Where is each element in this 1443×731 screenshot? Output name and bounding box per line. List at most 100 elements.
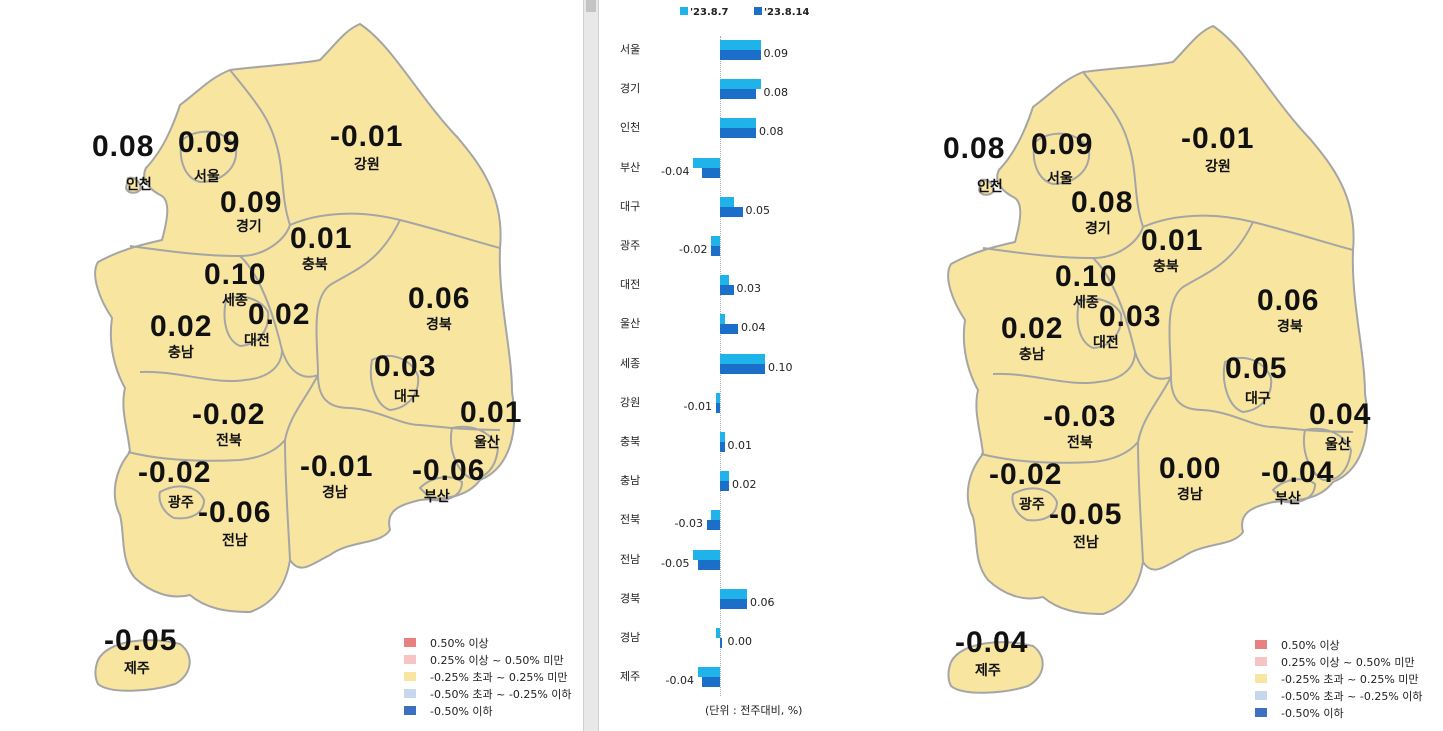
label-daegu: 대구	[394, 389, 420, 405]
legend-item: 0.50% 이상	[1255, 636, 1423, 653]
border-gyeonggi-south	[982, 226, 1144, 260]
label-ulsan: 울산	[474, 435, 500, 451]
label-gangwon: 강원	[1205, 159, 1231, 175]
bar-chart-panel: '23.8.7 '23.8.14 서울 0.09 경기 0.08 인천 0.08 부산 -0.…	[599, 0, 853, 731]
bar-curr-week	[706, 520, 720, 531]
category-label: 경남	[620, 631, 641, 644]
category-label: 충북	[620, 435, 641, 448]
value-daejeon: 0.02	[248, 298, 311, 331]
legend-item: -0.25% 초과 ~ 0.25% 미만	[1255, 670, 1423, 687]
category-label: 대전	[620, 278, 641, 292]
label-chungbuk: 충북	[302, 257, 328, 273]
label-incheon: 인천	[977, 179, 1003, 195]
value-label: -0.04	[665, 674, 694, 688]
bar-prev-week	[720, 432, 725, 442]
label-jeonbuk: 전북	[1067, 435, 1093, 451]
bar-curr-week	[720, 206, 743, 217]
category-label: 광주	[620, 239, 641, 252]
label-jeonnam: 전남	[1073, 535, 1099, 551]
bar-prev-week	[720, 79, 761, 90]
value-label: 0.06	[750, 595, 775, 609]
chart-legend-prev: '23.8.7	[680, 7, 729, 18]
category-label: 경북	[620, 591, 641, 605]
category-label: 경기	[620, 82, 641, 96]
label-gyeongnam: 경남	[1177, 487, 1203, 503]
korea-map-right	[947, 25, 1369, 694]
value-daegu: 0.03	[374, 350, 437, 383]
value-label: 0.00	[727, 635, 753, 648]
border-ulsan	[1303, 427, 1353, 482]
bar-curr-week	[720, 442, 725, 452]
value-gyeongbuk: 0.06	[408, 282, 471, 315]
category-label: 전남	[620, 552, 641, 566]
value-sejong: 0.10	[204, 258, 267, 291]
chart-legend-curr: '23.8.14	[754, 7, 809, 18]
category-label: 서울	[620, 43, 641, 56]
value-gwangju: -0.02	[989, 458, 1063, 491]
bar-curr-week	[720, 89, 756, 100]
value-incheon: 0.08	[943, 132, 1006, 165]
bar-curr-week	[720, 128, 756, 139]
left-map-panel: 0.08 인천 0.09 서울 0.09 경기 -0.01 강원 0.01 충북…	[0, 0, 583, 731]
value-ulsan: 0.01	[460, 396, 523, 429]
value-label: 0.09	[763, 47, 789, 60]
value-jeonbuk: -0.03	[1043, 400, 1117, 433]
legend-swatch	[1255, 691, 1267, 700]
legend-right: 0.50% 이상 0.25% 이상 ~ 0.50% 미만 -0.25% 초과 ~…	[1255, 636, 1423, 721]
border-busan	[1271, 478, 1317, 504]
bar-prev-week	[711, 510, 720, 521]
value-label: -0.05	[661, 556, 690, 570]
value-daegu: 0.05	[1225, 352, 1288, 385]
border-daegu	[1223, 357, 1273, 414]
label-ulsan: 울산	[1325, 437, 1351, 453]
legend-item: -0.50% 이하	[1255, 704, 1423, 721]
value-chungbuk: 0.01	[1141, 224, 1204, 257]
value-ulsan: 0.04	[1309, 398, 1372, 431]
bar-prev-week	[720, 471, 729, 482]
bar-curr-week	[715, 402, 720, 413]
border-sejong-daejeon	[1076, 297, 1123, 350]
label-daegu: 대구	[1245, 391, 1271, 407]
value-seoul: 0.09	[178, 126, 241, 159]
bar-prev-week	[720, 275, 729, 286]
border-gyeonggi-south	[129, 224, 291, 258]
legend-item: 0.25% 이상 ~ 0.50% 미만	[1255, 653, 1423, 670]
value-label: 0.03	[736, 282, 762, 296]
value-chungbuk: 0.01	[290, 222, 353, 255]
legend-swatch	[1255, 708, 1267, 717]
value-label: 0.04	[741, 321, 766, 335]
chart-unit-note: (단위 : 전주대비, %)	[705, 704, 803, 717]
jeju-shape	[94, 639, 191, 692]
bar-curr-week	[702, 677, 720, 688]
bar-prev-week	[720, 40, 761, 50]
label-daejeon: 대전	[244, 333, 270, 349]
incheon-island	[125, 176, 142, 194]
label-gwangju: 광주	[168, 495, 194, 511]
category-label: 강원	[620, 395, 641, 409]
value-jeonnam: -0.05	[1049, 498, 1123, 531]
value-gangwon: -0.01	[330, 120, 404, 153]
value-label: 0.02	[732, 478, 757, 492]
border-busan	[418, 476, 464, 502]
bar-prev-week	[715, 392, 720, 403]
incheon-island	[978, 178, 995, 196]
label-busan: 부산	[1275, 491, 1301, 507]
bar-prev-week	[715, 628, 720, 638]
value-gyeongbuk: 0.06	[1257, 284, 1320, 317]
label-seoul: 서울	[194, 169, 220, 185]
border-sejong-daejeon	[223, 295, 270, 348]
bar-prev-week	[720, 196, 734, 207]
label-gyeongnam: 경남	[322, 485, 348, 501]
vertical-scrollbar[interactable]	[583, 0, 599, 731]
bar-curr-week	[720, 598, 747, 609]
legend-item: -0.50% 초과 ~ -0.25% 이하	[1255, 687, 1423, 704]
value-gangwon: -0.01	[1181, 122, 1255, 155]
mainland-shape	[94, 23, 516, 613]
legend-item: 0.50% 이상	[404, 634, 572, 651]
bar-prev-week	[720, 353, 765, 364]
label-gyeongbuk: 경북	[426, 317, 452, 333]
border-chungbuk	[239, 219, 401, 378]
value-jeonbuk: -0.02	[192, 398, 266, 431]
scrollbar-thumb[interactable]	[586, 0, 596, 12]
label-busan: 부산	[424, 489, 450, 505]
